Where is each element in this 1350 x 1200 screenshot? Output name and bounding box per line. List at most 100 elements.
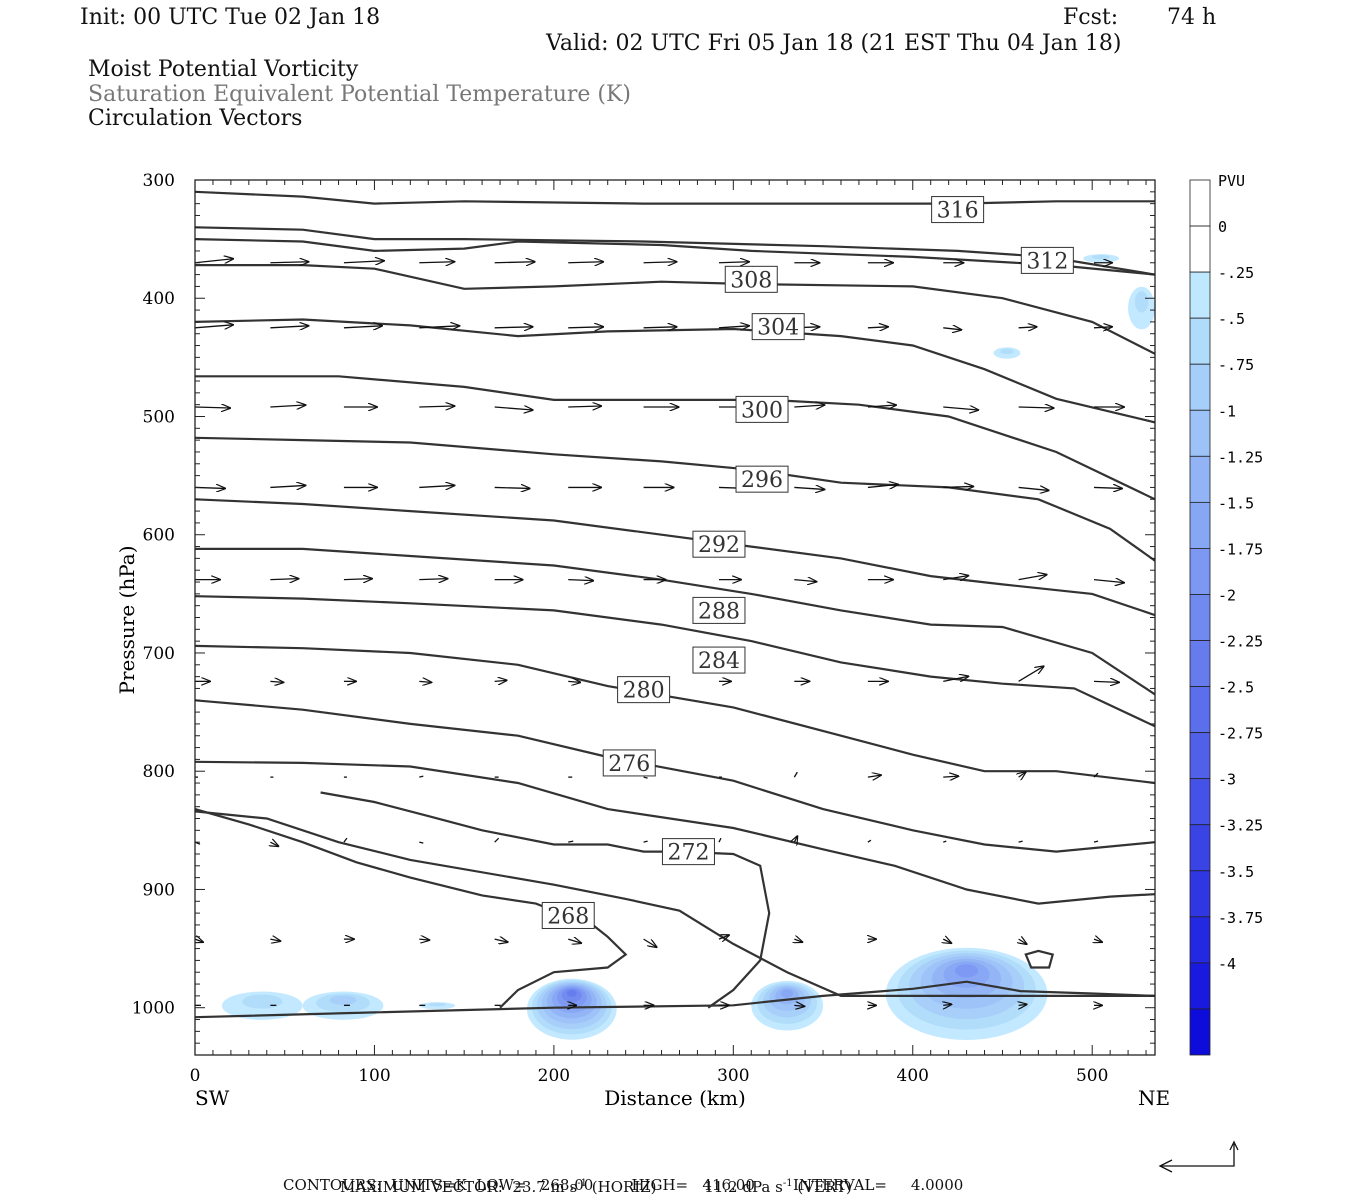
circulation-vector bbox=[343, 261, 384, 263]
circulation-vector bbox=[718, 262, 749, 263]
circulation-vector bbox=[568, 327, 603, 328]
circulation-vector bbox=[643, 840, 648, 843]
circulation-vector bbox=[419, 326, 459, 328]
pv-shade bbox=[955, 964, 979, 978]
theta-contour bbox=[195, 375, 1155, 501]
field-title-vectors: Circulation Vectors bbox=[88, 106, 303, 131]
x-tick-label: 200 bbox=[538, 1066, 570, 1086]
contour-label-box bbox=[692, 530, 746, 558]
vert-label: (VERT) bbox=[797, 1178, 852, 1196]
circulation-vector bbox=[1018, 327, 1037, 328]
x-tick-label: 300 bbox=[717, 1066, 749, 1086]
contour-label-box bbox=[735, 465, 789, 493]
field-title-theta: Saturation Equivalent Potential Temperat… bbox=[88, 82, 631, 107]
circulation-vector bbox=[867, 484, 898, 487]
colorbar-label: -3 bbox=[1218, 771, 1236, 789]
circulation-vector bbox=[643, 327, 677, 328]
circulation-vector bbox=[195, 407, 230, 408]
circulation-vector bbox=[718, 935, 729, 939]
theta-contour bbox=[195, 190, 1155, 205]
contour-label-box bbox=[541, 901, 595, 929]
contour-label-box bbox=[602, 749, 656, 777]
circulation-vector bbox=[270, 485, 305, 487]
circulation-vector bbox=[1093, 772, 1099, 778]
circulation-vector bbox=[794, 487, 824, 489]
colorbar-label: -.25 bbox=[1218, 264, 1254, 282]
circulation-vector bbox=[643, 776, 648, 779]
colorbar-swatch bbox=[1189, 548, 1211, 595]
circulation-vector bbox=[1019, 939, 1027, 944]
contour-label: 280 bbox=[623, 679, 665, 704]
colorbar-label: -1 bbox=[1218, 402, 1236, 420]
contour-label-box bbox=[931, 196, 985, 224]
theta-contour bbox=[195, 644, 1155, 785]
contour-label-box bbox=[724, 265, 778, 293]
theta-contour bbox=[320, 791, 771, 1009]
circulation-vector bbox=[943, 939, 951, 943]
circulation-vector bbox=[195, 939, 203, 942]
field-title-mpv: Moist Potential Vorticity bbox=[88, 57, 359, 82]
colorbar-swatch bbox=[1189, 409, 1211, 457]
y-tick-label: 600 bbox=[143, 526, 175, 546]
x-tick-label: 400 bbox=[897, 1066, 929, 1086]
forecast-hour: 74 h bbox=[1167, 5, 1217, 30]
circulation-vector bbox=[419, 841, 424, 844]
theta-contour bbox=[195, 547, 1155, 696]
y-tick-label: 300 bbox=[143, 171, 175, 191]
contour-label: 276 bbox=[608, 752, 650, 777]
circulation-vector bbox=[1019, 772, 1026, 777]
plot-frame bbox=[194, 179, 1156, 1056]
circulation-vector bbox=[494, 262, 535, 263]
circulation-vector bbox=[419, 681, 431, 682]
contour-label: 292 bbox=[698, 533, 740, 558]
contour-label: 296 bbox=[741, 468, 783, 493]
max-vector-label: MAXIMUM VECTOR: bbox=[340, 1178, 503, 1196]
contour-label: 288 bbox=[698, 599, 740, 624]
colorbar-swatch bbox=[1189, 594, 1211, 641]
colorbar-label: -2.5 bbox=[1218, 679, 1254, 697]
theta-contour bbox=[195, 238, 1155, 276]
circulation-vector bbox=[643, 938, 657, 947]
colorbar-swatch bbox=[1189, 640, 1211, 687]
circulation-vector bbox=[943, 486, 973, 487]
circulation-vector bbox=[1018, 666, 1044, 682]
theta-contour bbox=[195, 436, 1155, 562]
circulation-vector bbox=[943, 1004, 951, 1005]
circulation-vector bbox=[1093, 580, 1124, 583]
colorbar-swatch bbox=[1189, 870, 1211, 918]
colorbar-swatch bbox=[1189, 179, 1211, 227]
circulation-vector bbox=[1019, 1004, 1027, 1005]
circulation-vector bbox=[494, 837, 500, 843]
circulation-vector bbox=[1018, 407, 1054, 408]
pv-shade bbox=[1134, 291, 1149, 313]
colorbar-label: 0 bbox=[1218, 218, 1227, 236]
circulation-vector bbox=[568, 580, 593, 581]
contour-label: 272 bbox=[667, 841, 709, 866]
pv-shade bbox=[781, 989, 794, 998]
pv-shade bbox=[329, 995, 357, 1005]
valid-time: Valid: 02 UTC Fri 05 Jan 18 (21 EST Thu … bbox=[546, 31, 1122, 56]
circulation-vector bbox=[1093, 840, 1099, 843]
pv-shade bbox=[566, 990, 577, 997]
forecast-label: Fcst: bbox=[1063, 5, 1119, 30]
colorbar-swatch bbox=[1189, 732, 1211, 780]
colorbar-swatch bbox=[1189, 1008, 1211, 1056]
colorbar-swatch bbox=[1189, 225, 1211, 273]
circulation-vector bbox=[270, 939, 280, 941]
max-vert-value: 11.2 dPa s bbox=[704, 1178, 783, 1196]
colorbar-swatch bbox=[1189, 824, 1211, 872]
circulation-vector bbox=[1094, 939, 1102, 942]
circulation-vector bbox=[494, 487, 530, 488]
circulation-vector bbox=[494, 939, 508, 942]
circulation-vector bbox=[943, 328, 961, 330]
theta-contour bbox=[195, 264, 1155, 355]
colorbar-swatch bbox=[1189, 686, 1211, 734]
theta-contour bbox=[195, 595, 1155, 728]
pv-shade bbox=[242, 994, 283, 1009]
contour-label-box bbox=[751, 313, 805, 341]
circulation-vector bbox=[494, 327, 533, 328]
circulation-vector bbox=[419, 262, 454, 263]
colorbar-swatch bbox=[1189, 455, 1211, 503]
circulation-vector bbox=[419, 939, 429, 940]
circulation-vector bbox=[1018, 487, 1049, 490]
